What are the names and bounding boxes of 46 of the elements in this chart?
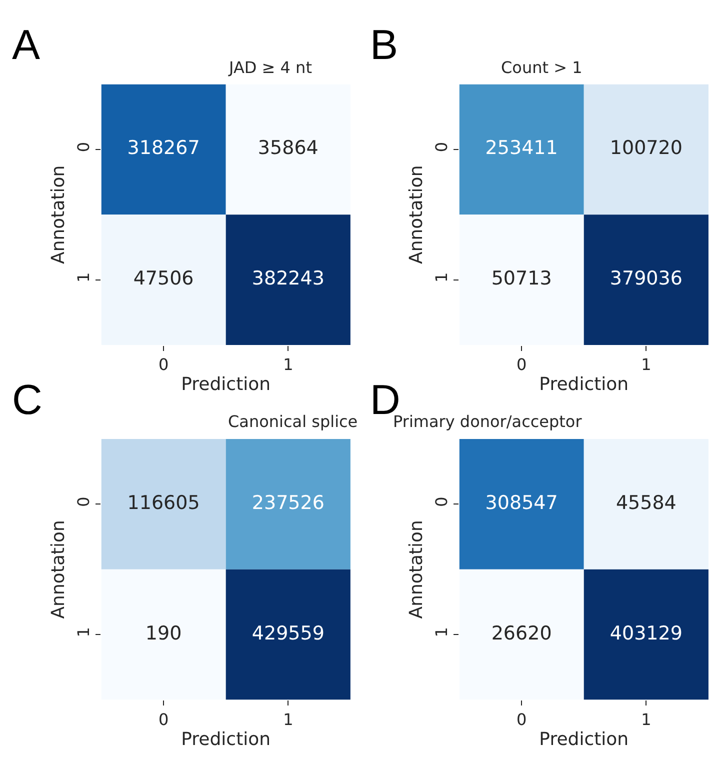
x-axis-title: Prediction — [181, 729, 271, 750]
x-tick-label: 0 — [158, 710, 169, 729]
y-tick-label: 0 — [74, 142, 93, 152]
chart-title: Canonical splice — [228, 412, 358, 431]
x-tick-label: 1 — [283, 355, 294, 374]
data-label: 253411 — [485, 137, 558, 160]
x-tick-label: 0 — [516, 710, 527, 729]
data-label: 379036 — [610, 268, 682, 290]
y-axis-title: Annotation — [48, 165, 70, 264]
text: A — [12, 21, 40, 68]
data-label: 116605 — [127, 492, 200, 514]
x-tick-label: 1 — [641, 355, 652, 374]
x-tick-label: 1 — [283, 710, 294, 729]
y-axis-title: Annotation — [48, 520, 70, 619]
x-tick-label: 0 — [516, 355, 527, 374]
data-label: 35864 — [258, 137, 318, 160]
text: B — [370, 21, 398, 68]
y-axis-title: Annotation — [406, 165, 428, 264]
x-tick-label: 0 — [158, 355, 169, 374]
y-tick-label: 1 — [432, 627, 451, 638]
data-label: 47506 — [133, 268, 194, 290]
chart-title: JAD ≥ 4 nt — [228, 58, 312, 77]
data-label: 318267 — [127, 137, 200, 160]
y-tick-label: 1 — [74, 627, 93, 638]
y-tick-label: 1 — [432, 272, 451, 282]
data-label: 50713 — [491, 268, 552, 290]
x-tick-label: 1 — [641, 710, 652, 729]
data-label: 26620 — [491, 622, 552, 644]
data-label: 190 — [145, 622, 182, 644]
data-label: 237526 — [252, 492, 324, 514]
data-label: 429559 — [252, 622, 324, 644]
data-label: 403129 — [610, 622, 682, 644]
x-axis-title: Prediction — [539, 374, 629, 396]
chart-title: Count > 1 — [501, 58, 582, 77]
text: C — [12, 376, 42, 423]
y-tick-label: 1 — [74, 272, 93, 282]
y-axis-title: Annotation — [406, 520, 428, 619]
x-axis-title: Prediction — [539, 729, 629, 750]
data-label: 308547 — [485, 492, 558, 514]
y-tick-label: 0 — [432, 142, 451, 152]
data-label: 382243 — [252, 268, 324, 290]
data-label: 100720 — [610, 137, 682, 160]
data-label: 45584 — [616, 492, 676, 514]
y-tick-label: 0 — [74, 496, 93, 507]
x-axis-title: Prediction — [181, 374, 271, 396]
y-tick-label: 0 — [432, 496, 451, 507]
